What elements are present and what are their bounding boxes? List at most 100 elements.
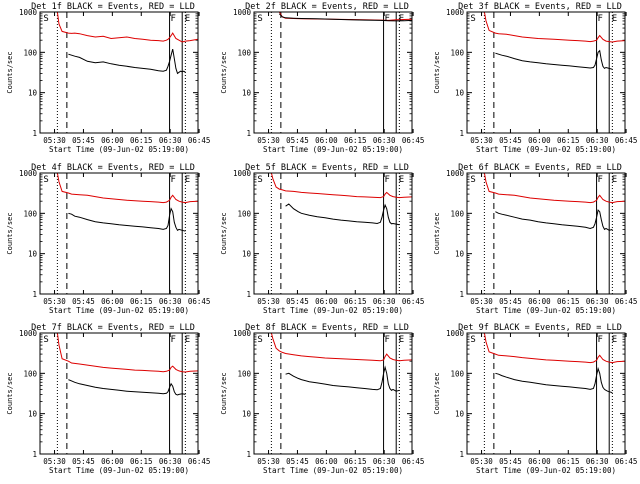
series-events-line <box>495 209 613 231</box>
x-tick-label: 06:15 <box>344 457 367 466</box>
y-tick-label: 100 <box>23 369 37 378</box>
chart-title: Det 2f BLACK = Events, RED = LLD <box>245 2 409 12</box>
y-tick-label: 1000 <box>19 8 38 17</box>
x-tick-label: 06:30 <box>159 457 182 466</box>
y-tick-label: 1 <box>459 290 464 299</box>
y-tick-label: 100 <box>237 48 251 57</box>
chart-title: Det 8f BLACK = Events, RED = LLD <box>245 323 409 333</box>
x-tick-label: 06:45 <box>188 297 211 306</box>
x-tick-label: 05:30 <box>470 136 493 145</box>
series-events-line <box>68 379 186 396</box>
x-tick-label: 05:30 <box>470 457 493 466</box>
x-tick-label: 05:45 <box>499 457 522 466</box>
y-tick-label: 1 <box>32 450 37 459</box>
x-tick-label: 06:00 <box>315 136 338 145</box>
plot-frame <box>253 11 413 134</box>
marker-s-label: S <box>470 175 475 185</box>
series-events-line <box>278 13 413 22</box>
chart-panel-1: Det 1f BLACK = Events, RED = LLD Counts/s… <box>6 2 210 154</box>
x-tick-label: 06:45 <box>615 297 638 306</box>
y-tick-label: 10 <box>28 89 38 98</box>
y-axis-label: Counts/sec <box>220 212 228 254</box>
x-tick-label: 06:30 <box>373 297 396 306</box>
y-tick-label: 100 <box>237 209 251 218</box>
y-tick-label: 10 <box>28 250 38 259</box>
marker-e-label: E <box>399 335 404 345</box>
marker-e-label: E <box>185 175 190 185</box>
plot-frame <box>39 332 199 455</box>
x-axis-label: Start Time (09-Jun-02 05:19:00) <box>476 466 616 475</box>
y-tick-label: 100 <box>237 369 251 378</box>
chart-panel-6: Det 6f BLACK = Events, RED = LLD Counts/s… <box>433 163 637 315</box>
series-events-line <box>68 207 186 232</box>
chart-title: Det 4f BLACK = Events, RED = LLD <box>31 163 195 173</box>
x-tick-label: 06:00 <box>101 136 124 145</box>
y-tick-label: 1 <box>246 129 251 138</box>
y-tick-label: 10 <box>242 250 252 259</box>
x-tick-label: 05:30 <box>257 457 280 466</box>
x-tick-label: 06:00 <box>101 297 124 306</box>
plot-frame <box>466 11 626 134</box>
series-events-line <box>285 203 400 226</box>
x-tick-label: 06:30 <box>373 457 396 466</box>
y-tick-label: 10 <box>28 410 38 419</box>
marker-f-label: F <box>385 14 390 24</box>
marker-f-label: F <box>171 175 176 185</box>
y-axis-label: Counts/sec <box>433 51 441 93</box>
y-tick-label: 10 <box>242 410 252 419</box>
marker-e-label: E <box>612 14 617 24</box>
y-axis-label: Counts/sec <box>6 212 14 254</box>
x-tick-label: 06:00 <box>528 457 551 466</box>
x-tick-label: 06:15 <box>557 297 580 306</box>
marker-f-label: F <box>385 175 390 185</box>
chart-title: Det 5f BLACK = Events, RED = LLD <box>245 163 409 173</box>
x-tick-label: 05:45 <box>72 297 95 306</box>
x-tick-label: 06:00 <box>101 457 124 466</box>
x-tick-label: 06:45 <box>402 136 425 145</box>
y-axis-label: Counts/sec <box>433 212 441 254</box>
y-tick-label: 10 <box>455 250 465 259</box>
x-tick-label: 06:00 <box>528 297 551 306</box>
x-tick-label: 05:30 <box>470 297 493 306</box>
x-tick-label: 05:45 <box>286 297 309 306</box>
x-tick-label: 06:45 <box>188 136 211 145</box>
x-tick-label: 06:45 <box>615 457 638 466</box>
x-tick-label: 06:30 <box>373 136 396 145</box>
marker-e-label: E <box>185 14 190 24</box>
x-tick-label: 06:15 <box>130 297 153 306</box>
y-tick-label: 1 <box>459 450 464 459</box>
y-tick-label: 100 <box>450 209 464 218</box>
x-tick-label: 06:15 <box>344 136 367 145</box>
marker-f-label: F <box>598 14 603 24</box>
chart-panel-8: Det 8f BLACK = Events, RED = LLD Counts/s… <box>220 323 424 475</box>
marker-s-label: S <box>43 175 48 185</box>
series-events-line <box>285 365 400 392</box>
x-tick-label: 05:45 <box>72 457 95 466</box>
marker-f-label: F <box>171 335 176 345</box>
marker-s-label: S <box>257 335 262 345</box>
marker-e-label: E <box>612 335 617 345</box>
x-axis-label: Start Time (09-Jun-02 05:19:00) <box>49 306 189 315</box>
plot-frame <box>253 172 413 295</box>
y-tick-label: 1000 <box>446 329 465 338</box>
chart-title: Det 3f BLACK = Events, RED = LLD <box>458 2 622 12</box>
chart-panel-5: Det 5f BLACK = Events, RED = LLD Counts/s… <box>220 163 424 315</box>
y-tick-label: 1000 <box>446 169 465 178</box>
x-tick-label: 06:00 <box>315 297 338 306</box>
x-tick-label: 05:45 <box>72 136 95 145</box>
series-lld-line <box>254 332 413 362</box>
y-tick-label: 100 <box>23 209 37 218</box>
marker-s-label: S <box>470 14 475 24</box>
y-tick-label: 1 <box>246 450 251 459</box>
x-tick-label: 06:30 <box>586 136 609 145</box>
marker-s-label: S <box>470 335 475 345</box>
x-axis-label: Start Time (09-Jun-02 05:19:00) <box>49 466 189 475</box>
x-tick-label: 05:45 <box>499 297 522 306</box>
series-lld-line <box>40 172 199 204</box>
y-tick-label: 1000 <box>19 169 38 178</box>
x-tick-label: 06:00 <box>315 457 338 466</box>
x-tick-label: 06:30 <box>159 297 182 306</box>
plot-frame <box>39 11 199 134</box>
x-axis-label: Start Time (09-Jun-02 05:19:00) <box>263 306 403 315</box>
y-tick-label: 1000 <box>233 8 252 17</box>
